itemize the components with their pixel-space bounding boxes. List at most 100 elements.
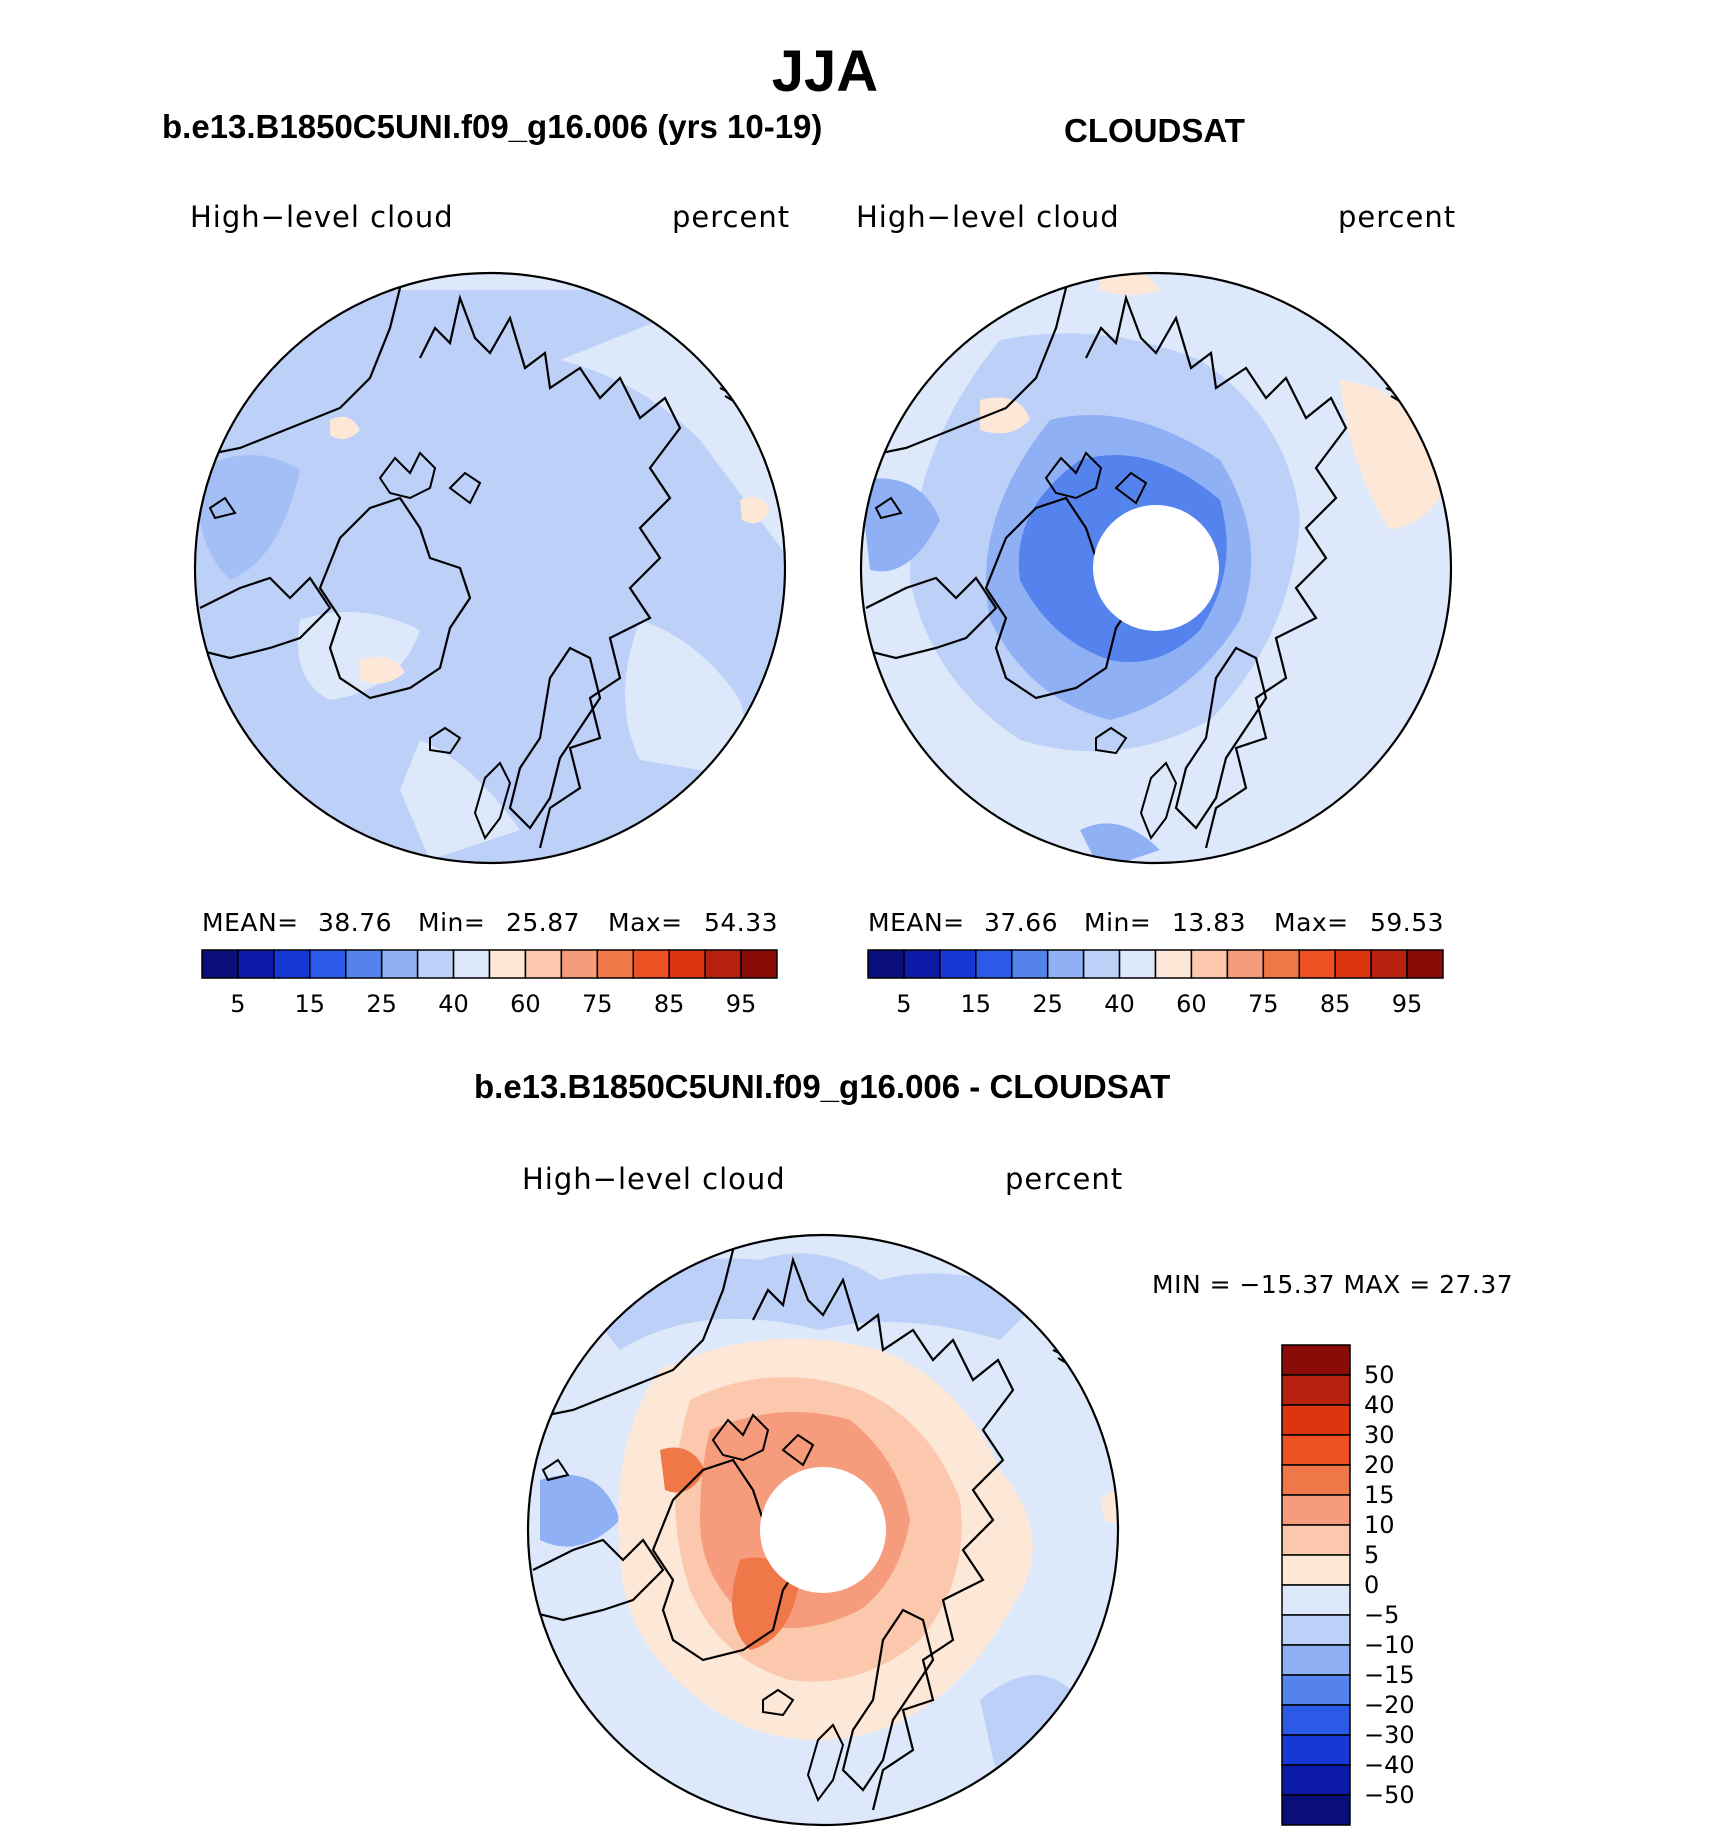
obs-max-label: Max= xyxy=(1274,908,1349,937)
obs-colorbar-box xyxy=(1046,949,1085,979)
obs-variable-label: High−level cloud xyxy=(856,200,1120,234)
obs-colorbar-tick-label: 85 xyxy=(1319,990,1351,1018)
diff-colorbar-box xyxy=(1281,1374,1351,1406)
obs-colorbar-box xyxy=(939,949,977,979)
model-colorbar-tick-label: 95 xyxy=(725,990,757,1018)
diff-colorbar-tick-label: −30 xyxy=(1364,1721,1415,1749)
model-colorbar-box xyxy=(237,949,275,979)
diff-colorbar-box xyxy=(1281,1644,1351,1676)
obs-colorbar xyxy=(867,949,1444,979)
diff-colorbar-box xyxy=(1281,1614,1351,1646)
model-min-value: 25.87 xyxy=(506,908,581,937)
diff-colorbar-tick-label: −40 xyxy=(1364,1751,1415,1779)
obs-max-value: 59.53 xyxy=(1370,908,1445,937)
model-colorbar-box xyxy=(596,949,634,979)
model-colorbar-box xyxy=(488,949,527,979)
model-panel-title: b.e13.B1850C5UNI.f09_g16.006 (yrs 10-19) xyxy=(162,108,823,145)
model-colorbar-box xyxy=(201,949,239,979)
obs-mean-value: 37.66 xyxy=(984,908,1059,937)
model-max-value: 54.33 xyxy=(704,908,779,937)
model-colorbar-tick-label: 40 xyxy=(438,990,469,1018)
diff-colorbar-box xyxy=(1281,1674,1351,1706)
obs-colorbar-box xyxy=(1334,949,1372,979)
obs-colorbar-box xyxy=(1298,949,1336,979)
obs-colorbar-tick-label: 15 xyxy=(960,990,992,1018)
diff-variable-label: High−level cloud xyxy=(522,1162,786,1196)
diff-colorbar-tick-label: 10 xyxy=(1364,1511,1395,1539)
diff-colorbar-box xyxy=(1281,1734,1351,1766)
obs-min-value: 13.83 xyxy=(1172,908,1247,937)
diff-colorbar-box xyxy=(1281,1344,1351,1376)
model-mean-label: MEAN= xyxy=(202,908,299,937)
model-colorbar-box xyxy=(524,949,563,979)
model-colorbar-box xyxy=(416,949,455,979)
diff-colorbar xyxy=(1281,1344,1351,1826)
diff-colorbar-tick-label: 30 xyxy=(1364,1421,1395,1449)
obs-colorbar-box xyxy=(1406,949,1444,979)
model-colorbar xyxy=(201,949,778,979)
diff-units-label: percent xyxy=(1005,1162,1124,1196)
page-title: JJA xyxy=(771,39,879,104)
model-colorbar-box xyxy=(632,949,670,979)
diff-colorbar-tick-label: 20 xyxy=(1364,1451,1395,1479)
obs-colorbar-box xyxy=(903,949,941,979)
model-units-label: percent xyxy=(672,200,791,234)
model-colorbar-tick-label: 15 xyxy=(294,990,326,1018)
obs-colorbar-box xyxy=(1190,949,1229,979)
obs-colorbar-box xyxy=(1154,949,1193,979)
obs-colorbar-tick-label: 60 xyxy=(1176,990,1207,1018)
diff-colorbar-tick-label: 40 xyxy=(1364,1391,1395,1419)
model-mean-value: 38.76 xyxy=(318,908,393,937)
model-colorbar-box xyxy=(380,949,419,979)
obs-colorbar-box xyxy=(867,949,905,979)
obs-map-boundary xyxy=(859,271,1453,865)
model-colorbar-tick-label: 25 xyxy=(366,990,397,1018)
diff-colorbar-box xyxy=(1281,1704,1351,1736)
diff-colorbar-box xyxy=(1281,1404,1351,1436)
diff-colorbar-box xyxy=(1281,1494,1351,1526)
model-colorbar-tick-label: 75 xyxy=(582,990,613,1018)
obs-colorbar-tick-label: 75 xyxy=(1248,990,1279,1018)
diff-colorbar-box xyxy=(1281,1464,1351,1496)
model-colorbar-box xyxy=(704,949,742,979)
model-colorbar-box xyxy=(273,949,311,979)
diff-colorbar-box xyxy=(1281,1524,1351,1556)
obs-colorbar-box xyxy=(1118,949,1157,979)
diff-colorbar-tick-label: 50 xyxy=(1364,1361,1395,1389)
diff-colorbar-tick-label: −50 xyxy=(1364,1781,1415,1809)
obs-polar-map xyxy=(861,273,1451,863)
diff-colorbar-tick-label: −5 xyxy=(1364,1601,1400,1629)
model-colorbar-box xyxy=(309,949,347,979)
obs-colorbar-tick-label: 5 xyxy=(896,990,912,1018)
diff-colorbar-tick-label: −20 xyxy=(1364,1691,1415,1719)
obs-mean-label: MEAN= xyxy=(868,908,965,937)
model-colorbar-box xyxy=(345,949,383,979)
diff-colorbar-box xyxy=(1281,1554,1351,1586)
diff-colorbar-box xyxy=(1281,1584,1351,1616)
model-colorbar-tick-label: 60 xyxy=(510,990,541,1018)
obs-colorbar-tick-label: 40 xyxy=(1104,990,1135,1018)
diff-colorbar-tick-label: 0 xyxy=(1364,1571,1380,1599)
obs-units-label: percent xyxy=(1338,200,1457,234)
diff-colorbar-tick-label: −15 xyxy=(1364,1661,1415,1689)
obs-colorbar-tick-label: 95 xyxy=(1391,990,1423,1018)
model-map-boundary xyxy=(193,271,787,865)
model-polar-map xyxy=(195,273,785,863)
obs-panel-title: CLOUDSAT xyxy=(1064,112,1245,149)
model-min-label: Min= xyxy=(418,908,486,937)
obs-colorbar-box xyxy=(1370,949,1408,979)
diff-polar-map xyxy=(528,1235,1118,1825)
model-colorbar-tick-label: 85 xyxy=(653,990,685,1018)
obs-colorbar-box xyxy=(1082,949,1121,979)
model-colorbar-box xyxy=(452,949,491,979)
model-colorbar-box xyxy=(560,949,599,979)
obs-colorbar-box xyxy=(1011,949,1049,979)
diff-colorbar-tick-label: 15 xyxy=(1364,1481,1395,1509)
diff-colorbar-box xyxy=(1281,1764,1351,1796)
diff-minmax: MIN = −15.37 MAX = 27.37 xyxy=(1152,1270,1514,1299)
model-variable-label: High−level cloud xyxy=(190,200,454,234)
model-max-label: Max= xyxy=(608,908,683,937)
diff-panel-title: b.e13.B1850C5UNI.f09_g16.006 - CLOUDSAT xyxy=(474,1068,1171,1105)
obs-colorbar-box xyxy=(1262,949,1300,979)
